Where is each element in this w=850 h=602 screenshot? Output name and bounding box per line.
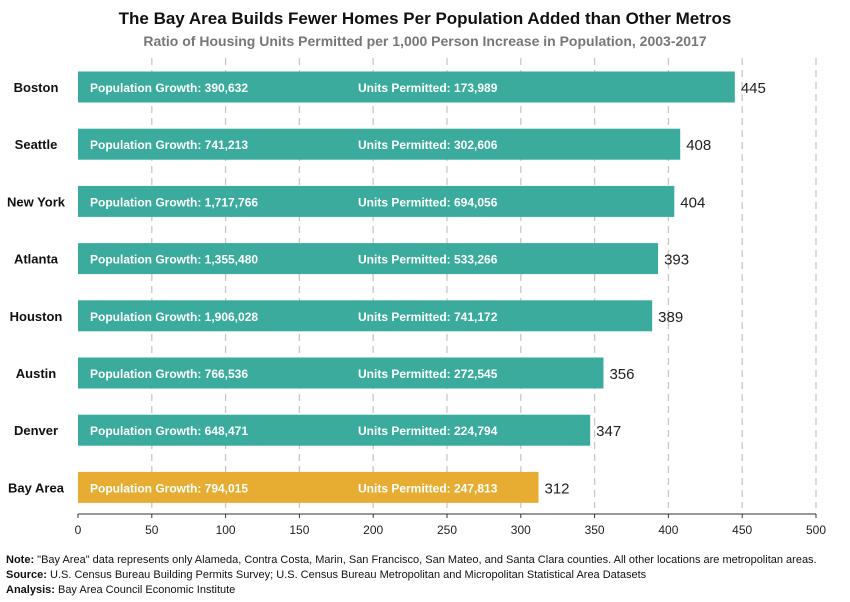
note-label: Note: xyxy=(6,554,35,566)
chart-subtitle: Ratio of Housing Units Permitted per 1,0… xyxy=(143,33,707,49)
x-tick-label: 200 xyxy=(363,523,383,537)
data-label: 356 xyxy=(609,366,634,383)
analysis-text: Bay Area Council Economic Institute xyxy=(54,584,236,596)
source-text: U.S. Census Bureau Building Permits Surv… xyxy=(46,569,647,581)
bar xyxy=(78,185,675,217)
x-tick-label: 150 xyxy=(289,523,309,537)
x-tick-label: 50 xyxy=(145,523,159,537)
bar xyxy=(78,243,659,275)
bar xyxy=(78,71,735,103)
bar xyxy=(78,414,591,446)
population-growth-label: Population Growth: 1,717,766 xyxy=(90,195,258,209)
units-permitted-label: Units Permitted: 741,172 xyxy=(358,310,498,324)
x-tick-label: 300 xyxy=(511,523,531,537)
analysis-label: Analysis: xyxy=(6,584,55,596)
data-label: 408 xyxy=(686,137,711,154)
data-label: 404 xyxy=(680,194,705,211)
data-label: 389 xyxy=(658,309,683,326)
population-growth-label: Population Growth: 1,906,028 xyxy=(90,310,258,324)
footer-note: Note: "Bay Area" data represents only Al… xyxy=(6,553,846,568)
population-growth-label: Population Growth: 794,015 xyxy=(90,481,248,495)
units-permitted-label: Units Permitted: 302,606 xyxy=(358,138,498,152)
x-tick-label: 100 xyxy=(216,523,236,537)
population-growth-label: Population Growth: 741,213 xyxy=(90,138,248,152)
bar xyxy=(78,357,604,389)
category-label: Denver xyxy=(14,423,58,438)
units-permitted-label: Units Permitted: 224,794 xyxy=(358,424,498,438)
x-tick-label: 0 xyxy=(75,523,82,537)
bar xyxy=(78,300,653,332)
category-label: Houston xyxy=(10,309,63,324)
units-permitted-label: Units Permitted: 173,989 xyxy=(358,81,498,95)
units-permitted-label: Units Permitted: 694,056 xyxy=(358,195,498,209)
bar xyxy=(78,471,539,503)
x-tick-label: 250 xyxy=(437,523,457,537)
population-growth-label: Population Growth: 648,471 xyxy=(90,424,248,438)
category-label: Atlanta xyxy=(14,252,59,267)
note-text: "Bay Area" data represents only Alameda,… xyxy=(34,554,817,566)
units-permitted-label: Units Permitted: 272,545 xyxy=(358,367,498,381)
data-label: 312 xyxy=(545,480,570,497)
population-growth-label: Population Growth: 766,536 xyxy=(90,367,248,381)
units-permitted-label: Units Permitted: 247,813 xyxy=(358,481,498,495)
source-label: Source: xyxy=(6,569,47,581)
bar xyxy=(78,128,681,160)
footer-analysis: Analysis: Bay Area Council Economic Inst… xyxy=(6,583,846,598)
category-label: Austin xyxy=(16,366,57,381)
x-tick-label: 450 xyxy=(732,523,752,537)
footer-source: Source: U.S. Census Bureau Building Perm… xyxy=(6,568,846,583)
data-label: 347 xyxy=(596,423,621,440)
population-growth-label: Population Growth: 390,632 xyxy=(90,81,248,95)
x-tick-label: 500 xyxy=(806,523,826,537)
chart-title: The Bay Area Builds Fewer Homes Per Popu… xyxy=(118,9,732,28)
population-growth-label: Population Growth: 1,355,480 xyxy=(90,253,258,267)
data-label: 393 xyxy=(664,252,689,269)
footer: Note: "Bay Area" data represents only Al… xyxy=(6,553,846,598)
category-label: Boston xyxy=(14,80,59,95)
category-label: Seattle xyxy=(15,137,58,152)
data-label: 445 xyxy=(741,80,766,97)
category-label: Bay Area xyxy=(8,480,65,495)
x-tick-label: 350 xyxy=(585,523,605,537)
x-tick-label: 400 xyxy=(658,523,678,537)
category-label: New York xyxy=(7,194,66,209)
units-permitted-label: Units Permitted: 533,266 xyxy=(358,253,498,267)
